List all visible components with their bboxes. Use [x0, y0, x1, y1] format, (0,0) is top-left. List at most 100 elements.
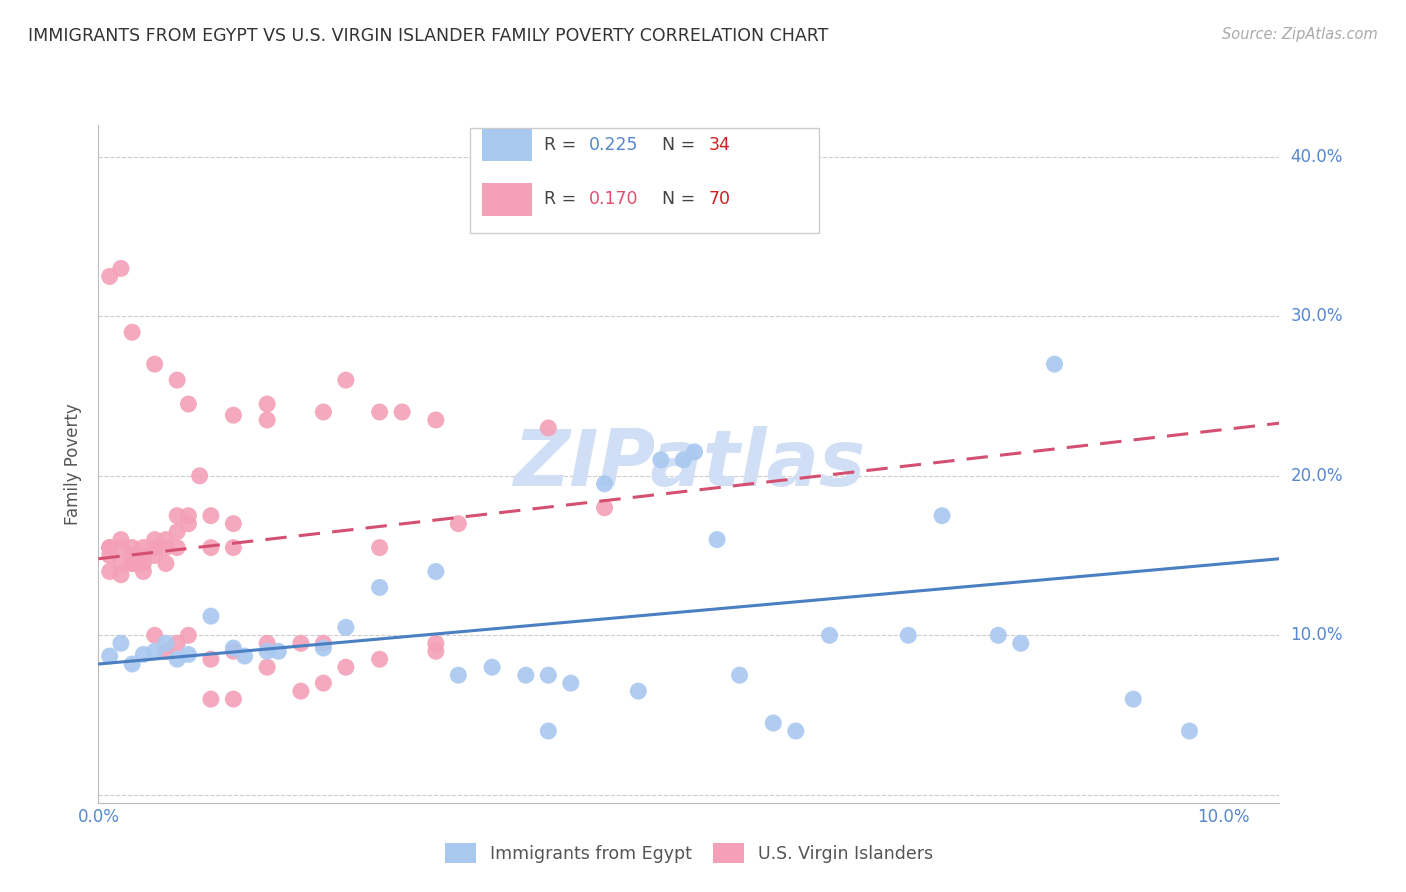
Point: [368, 652, 391, 666]
Text: 30.0%: 30.0%: [1291, 307, 1343, 326]
Text: 0.170: 0.170: [589, 191, 638, 209]
Point: [200, 609, 222, 624]
Y-axis label: Family Poverty: Family Poverty: [65, 403, 83, 524]
Text: Source: ZipAtlas.com: Source: ZipAtlas.com: [1222, 27, 1378, 42]
Point: [312, 636, 335, 650]
Point: [1043, 357, 1066, 371]
Point: [121, 657, 143, 671]
Point: [312, 676, 335, 690]
Point: [222, 641, 245, 656]
Point: [166, 508, 188, 523]
Point: [143, 549, 166, 563]
FancyBboxPatch shape: [482, 129, 531, 161]
Point: [177, 508, 200, 523]
Point: [121, 557, 143, 571]
Point: [368, 581, 391, 595]
Point: [166, 373, 188, 387]
Point: [425, 413, 447, 427]
Point: [110, 557, 132, 571]
Point: [290, 636, 312, 650]
Point: [98, 565, 121, 579]
Point: [391, 405, 413, 419]
Point: [98, 541, 121, 555]
Point: [537, 668, 560, 682]
Point: [425, 565, 447, 579]
Point: [335, 620, 357, 634]
Text: N =: N =: [662, 136, 700, 154]
Point: [931, 508, 953, 523]
Point: [98, 549, 121, 563]
Point: [177, 516, 200, 531]
Point: [132, 557, 155, 571]
Text: 70: 70: [709, 191, 731, 209]
Point: [143, 644, 166, 658]
Point: [200, 508, 222, 523]
Point: [425, 644, 447, 658]
Text: 20.0%: 20.0%: [1291, 467, 1343, 485]
Text: 34: 34: [709, 136, 731, 154]
Point: [155, 557, 177, 571]
Point: [627, 684, 650, 698]
Point: [132, 549, 155, 563]
Point: [515, 668, 537, 682]
Text: 10.0%: 10.0%: [1291, 626, 1343, 644]
Point: [121, 541, 143, 555]
Point: [335, 373, 357, 387]
Point: [256, 644, 278, 658]
Point: [256, 413, 278, 427]
FancyBboxPatch shape: [482, 183, 531, 216]
Point: [200, 541, 222, 555]
Text: ZIPatlas: ZIPatlas: [513, 425, 865, 502]
Point: [132, 541, 155, 555]
Point: [728, 668, 751, 682]
Point: [177, 648, 200, 662]
Point: [121, 325, 143, 339]
Point: [593, 476, 616, 491]
Point: [785, 724, 807, 739]
Point: [132, 565, 155, 579]
Point: [177, 628, 200, 642]
Point: [593, 500, 616, 515]
Point: [560, 676, 582, 690]
Point: [537, 421, 560, 435]
Text: 0.225: 0.225: [589, 136, 638, 154]
Point: [166, 541, 188, 555]
Point: [188, 468, 211, 483]
Legend: Immigrants from Egypt, U.S. Virgin Islanders: Immigrants from Egypt, U.S. Virgin Islan…: [436, 835, 942, 872]
Point: [256, 397, 278, 411]
Point: [1010, 636, 1032, 650]
Point: [155, 644, 177, 658]
Point: [650, 453, 672, 467]
Point: [267, 644, 290, 658]
Text: R =: R =: [544, 191, 582, 209]
Point: [143, 533, 166, 547]
Point: [98, 648, 121, 663]
Point: [481, 660, 503, 674]
Point: [818, 628, 841, 642]
Point: [132, 648, 155, 662]
Point: [222, 644, 245, 658]
Point: [897, 628, 920, 642]
Point: [762, 716, 785, 731]
Point: [222, 692, 245, 706]
Point: [312, 405, 335, 419]
Text: 40.0%: 40.0%: [1291, 148, 1343, 166]
Point: [143, 628, 166, 642]
Text: R =: R =: [544, 136, 582, 154]
Point: [233, 648, 256, 663]
Point: [368, 541, 391, 555]
Point: [447, 516, 470, 531]
Point: [177, 397, 200, 411]
Point: [121, 549, 143, 563]
Point: [98, 541, 121, 555]
Point: [155, 541, 177, 555]
Text: N =: N =: [662, 191, 700, 209]
Point: [222, 541, 245, 555]
Point: [143, 541, 166, 555]
Point: [683, 445, 706, 459]
Point: [110, 261, 132, 276]
Point: [200, 652, 222, 666]
Point: [335, 660, 357, 674]
Point: [110, 541, 132, 555]
Point: [98, 269, 121, 284]
